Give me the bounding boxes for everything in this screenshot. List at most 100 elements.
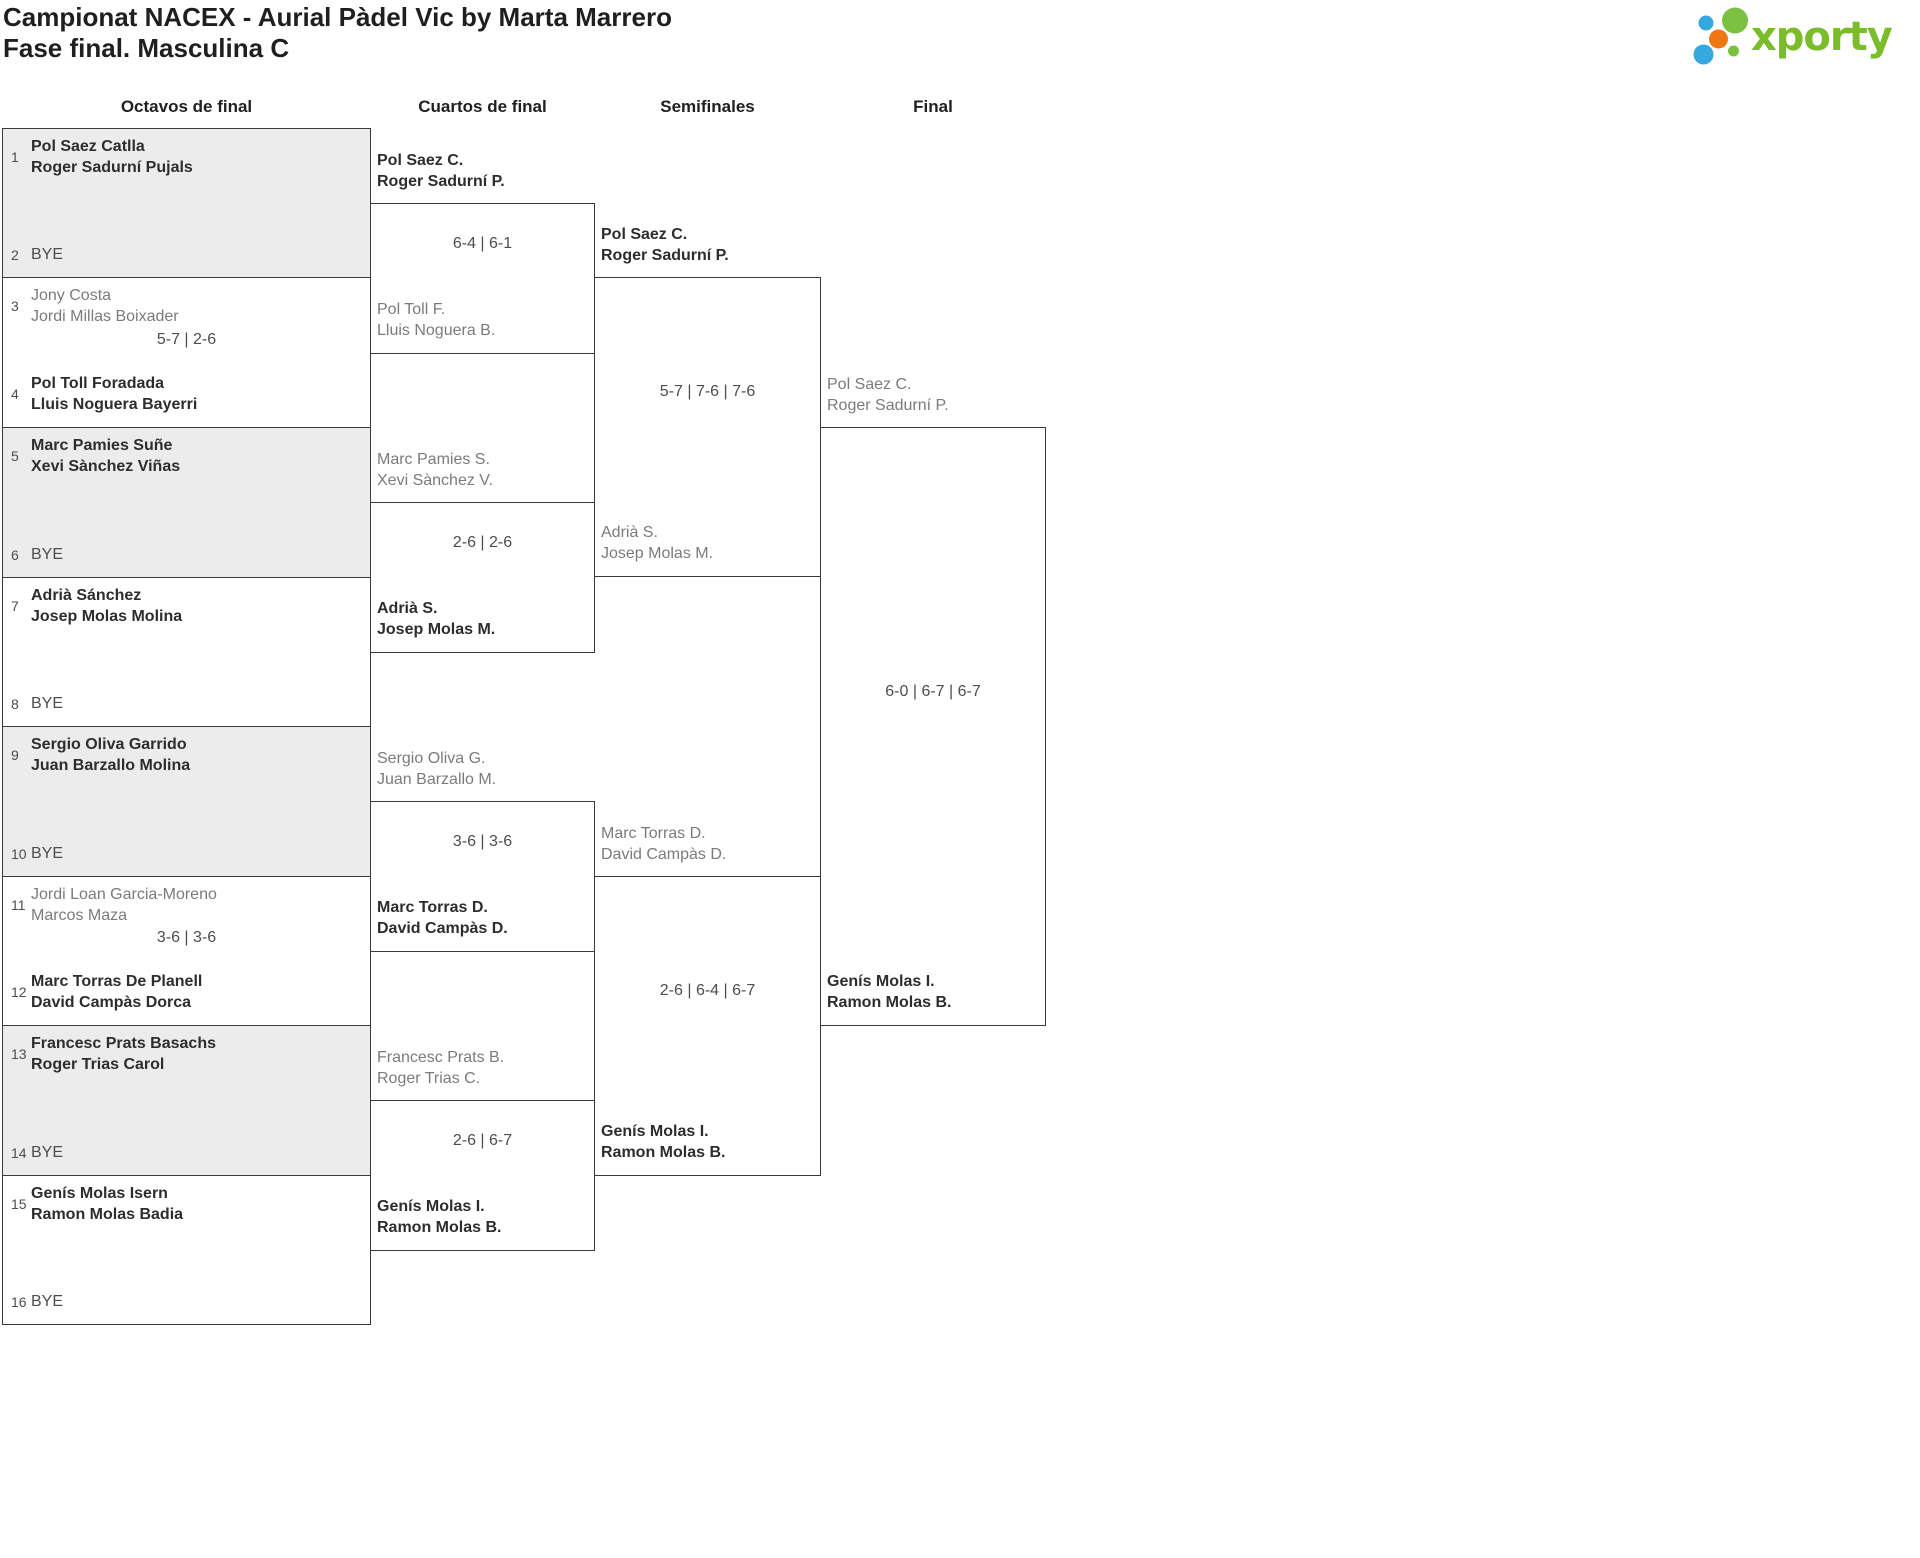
seed-number: 8 (11, 695, 19, 712)
round-header-semifinales: Semifinales (660, 97, 755, 116)
seed-number: 3 (11, 298, 19, 314)
team-entry: 16 BYE (7, 1291, 366, 1312)
team-names: BYE (31, 1293, 64, 1310)
match-score: 2-6 | 6-7 (452, 1131, 513, 1149)
team-entry: 12 Marc Torras De Planell David Campàs D… (7, 971, 366, 1013)
team-names: Francesc Prats Basachs Roger Trias Carol (31, 1035, 216, 1073)
match-cuartos-3: Sergio Oliva G. Juan Barzallo M. 3-6 | 3… (370, 750, 595, 952)
team-names: BYE (31, 695, 64, 712)
team-names: Adrià S. Josep Molas M. (377, 600, 496, 638)
team-names: BYE (31, 1144, 64, 1161)
team-names: Adrià Sánchez Josep Molas Molina (31, 587, 183, 625)
match-octavos-1: 1 Pol Saez Catlla Roger Sadurní Pujals 2… (2, 128, 371, 278)
page-subtitle: Fase final. Masculina C (3, 33, 290, 63)
team-names: Marc Torras D. David Campàs D. (377, 899, 508, 937)
seed-number: 6 (11, 546, 19, 563)
team-names: Pol Saez C. Roger Sadurní P. (827, 376, 949, 414)
team-entry: 7 Adrià Sánchez Josep Molas Molina (7, 585, 366, 627)
page-title: Campionat NACEX - Aurial Pàdel Vic by Ma… (3, 2, 672, 32)
seed-number: 13 (11, 1046, 27, 1062)
team-entry: 2 BYE (7, 244, 366, 265)
team-entry: 15 Genís Molas Isern Ramon Molas Badia (7, 1183, 366, 1225)
team-entry: 11 Jordi Loan Garcia-Moreno Marcos Maza (7, 884, 366, 926)
match-score: 3-6 | 3-6 (156, 929, 217, 946)
team-names: Genís Molas I. Ramon Molas B. (601, 1123, 726, 1161)
team-entry: 6 BYE (7, 544, 366, 565)
round-header-final: Final (913, 97, 953, 116)
team-names: BYE (31, 546, 64, 563)
match-score: 5-7 | 2-6 (156, 330, 217, 348)
match-octavos-3: 5 Marc Pamies Suñe Xevi Sànchez Viñas 6 … (2, 427, 371, 578)
team-names: Jony Costa Jordi Millas Boixader (31, 287, 179, 325)
match-score: 6-4 | 6-1 (452, 234, 513, 252)
team-names: Pol Saez C. Roger Sadurní P. (377, 152, 505, 190)
seed-number: 1 (11, 149, 19, 165)
match-score: 5-7 | 7-6 | 7-6 (659, 383, 756, 400)
team-names: Marc Torras De Planell David Campàs Dorc… (31, 973, 203, 1011)
logo-dot-blue-large (1693, 44, 1714, 65)
team-names: Pol Toll Foradada Lluis Noguera Bayerri (31, 375, 198, 413)
seed-number: 14 (11, 1144, 27, 1161)
team-names: Marc Pamies Suñe Xevi Sànchez Viñas (31, 437, 181, 475)
team-names: Francesc Prats B. Roger Trias C. (377, 1049, 505, 1087)
seed-number: 5 (11, 448, 19, 464)
team-names: Sergio Oliva G. Juan Barzallo M. (377, 750, 497, 788)
seed-number: 10 (11, 845, 27, 862)
match-octavos-4: 7 Adrià Sánchez Josep Molas Molina 8 BYE (2, 577, 371, 727)
team-entry: 3 Jony Costa Jordi Millas Boixader (7, 285, 366, 327)
team-names: Pol Saez Catlla Roger Sadurní Pujals (31, 138, 193, 176)
team-entry: 13 Francesc Prats Basachs Roger Trias Ca… (7, 1033, 366, 1075)
match-score: 6-0 | 6-7 | 6-7 (885, 682, 981, 700)
match-octavos-2: 3 Jony Costa Jordi Millas Boixader 5-7 |… (2, 277, 371, 428)
match-semifinal-2: Marc Torras D. David Campàs D. 2-6 | 6-4… (594, 825, 821, 1176)
team-entry: 9 Sergio Oliva Garrido Juan Barzallo Mol… (7, 734, 366, 776)
team-entry: 8 BYE (7, 693, 366, 714)
match-final: Pol Saez C. Roger Sadurní P. 6-0 | 6-7 |… (820, 376, 1046, 1026)
team-names: Genís Molas Isern Ramon Molas Badia (31, 1185, 184, 1223)
team-names: Marc Torras D. David Campàs D. (601, 825, 727, 863)
match-score: 3-6 | 3-6 (452, 832, 513, 850)
match-octavos-5: 9 Sergio Oliva Garrido Juan Barzallo Mol… (2, 726, 371, 877)
seed-number: 11 (11, 897, 26, 913)
match-octavos-7: 13 Francesc Prats Basachs Roger Trias Ca… (2, 1025, 371, 1176)
team-entry: 1 Pol Saez Catlla Roger Sadurní Pujals (7, 136, 366, 178)
match-cuartos-4: Francesc Prats B. Roger Trias C. 2-6 | 6… (370, 1049, 595, 1251)
team-names: Pol Saez C. Roger Sadurní P. (601, 226, 729, 264)
team-names: Marc Pamies S. Xevi Sànchez V. (377, 451, 493, 489)
match-cuartos-2: Marc Pamies S. Xevi Sànchez V. 2-6 | 2-6… (370, 451, 595, 653)
match-semifinal-1: Pol Saez C. Roger Sadurní P. 5-7 | 7-6 |… (594, 226, 821, 577)
logo-wordmark: xporty (1751, 14, 1893, 60)
seed-number: 2 (11, 246, 19, 263)
seed-number: 12 (11, 984, 27, 1000)
logo-dot-green-small (1728, 45, 1739, 57)
team-names: Jordi Loan Garcia-Moreno Marcos Maza (31, 886, 217, 924)
team-names: Pol Toll F. Lluis Noguera B. (377, 301, 496, 339)
match-octavos-8: 15 Genís Molas Isern Ramon Molas Badia 1… (2, 1175, 371, 1325)
logo-dot-blue-small (1698, 15, 1714, 31)
team-names: Adrià S. Josep Molas M. (601, 524, 714, 562)
seed-number: 15 (11, 1196, 27, 1212)
team-names: Sergio Oliva Garrido Juan Barzallo Molin… (31, 736, 191, 774)
seed-number: 4 (11, 386, 19, 402)
team-names: BYE (31, 845, 64, 862)
match-octavos-6: 11 Jordi Loan Garcia-Moreno Marcos Maza … (2, 876, 371, 1026)
team-entry: 14 BYE (7, 1142, 366, 1163)
logo-dot-orange (1709, 29, 1728, 49)
xporty-logo: xporty (1693, 7, 1894, 65)
seed-number: 16 (11, 1293, 27, 1310)
team-entry: 10 BYE (7, 843, 366, 864)
team-names: BYE (31, 246, 64, 263)
team-names: Genís Molas I. Ramon Molas B. (827, 973, 952, 1011)
team-names: Genís Molas I. Ramon Molas B. (377, 1198, 502, 1236)
seed-number: 9 (11, 747, 19, 763)
seed-number: 7 (11, 598, 19, 614)
team-entry: 5 Marc Pamies Suñe Xevi Sànchez Viñas (7, 435, 366, 477)
round-header-octavos: Octavos de final (120, 97, 253, 116)
round-header-cuartos: Cuartos de final (418, 97, 547, 116)
match-score: 2-6 | 6-4 | 6-7 (659, 982, 756, 999)
match-score: 2-6 | 2-6 (452, 533, 513, 551)
logo-dot-green-large (1722, 7, 1748, 34)
team-entry: 4 Pol Toll Foradada Lluis Noguera Bayerr… (7, 373, 366, 415)
match-cuartos-1: Pol Saez C. Roger Sadurní P. 6-4 | 6-1 P… (370, 152, 595, 354)
